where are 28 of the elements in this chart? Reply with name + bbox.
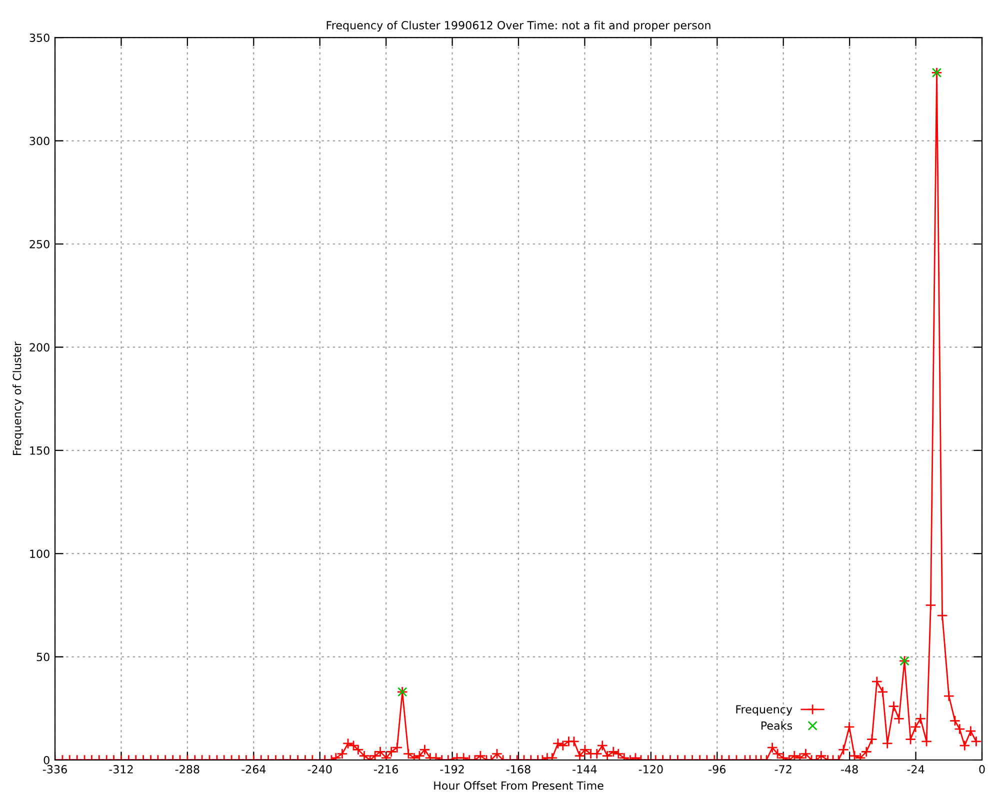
x-tick-label: -96 (708, 765, 726, 774)
y-tick-label: 300 (30, 136, 50, 146)
x-tick-label: -72 (774, 765, 792, 774)
x-tick-label: -240 (308, 765, 332, 774)
y-tick-label: 100 (30, 550, 50, 558)
legend-label: Peaks (761, 721, 792, 730)
chart-title: Frequency of Cluster 1990612 Over Time: not a fit and proper person (326, 20, 710, 32)
x-tick-label: -336 (42, 765, 67, 774)
x-tick-label: -144 (572, 765, 597, 774)
x-tick-label: -120 (638, 765, 663, 774)
x-tick-label: -24 (907, 765, 924, 774)
x-tick-label: -264 (242, 765, 266, 774)
x-tick-label: -288 (175, 765, 200, 774)
x-axis-title: Hour Offset From Present Time (434, 781, 604, 790)
x-tick-label: -312 (109, 765, 133, 774)
y-tick-label: 200 (30, 343, 50, 352)
y-axis-title: Frequency of Cluster (12, 341, 24, 456)
y-tick-label: 250 (30, 240, 50, 248)
y-tick-label: 0 (44, 756, 50, 764)
y-tick-label: 50 (36, 652, 50, 662)
y-tick-label: 350 (30, 34, 50, 42)
legend-label: Frequency (736, 705, 792, 716)
y-tick-label: 150 (30, 446, 50, 455)
x-tick-label: -192 (440, 765, 464, 774)
x-tick-label: -48 (841, 765, 858, 774)
x-tick-label: -216 (374, 765, 398, 774)
x-tick-label: -168 (506, 765, 530, 774)
x-tick-label: 0 (979, 765, 985, 774)
